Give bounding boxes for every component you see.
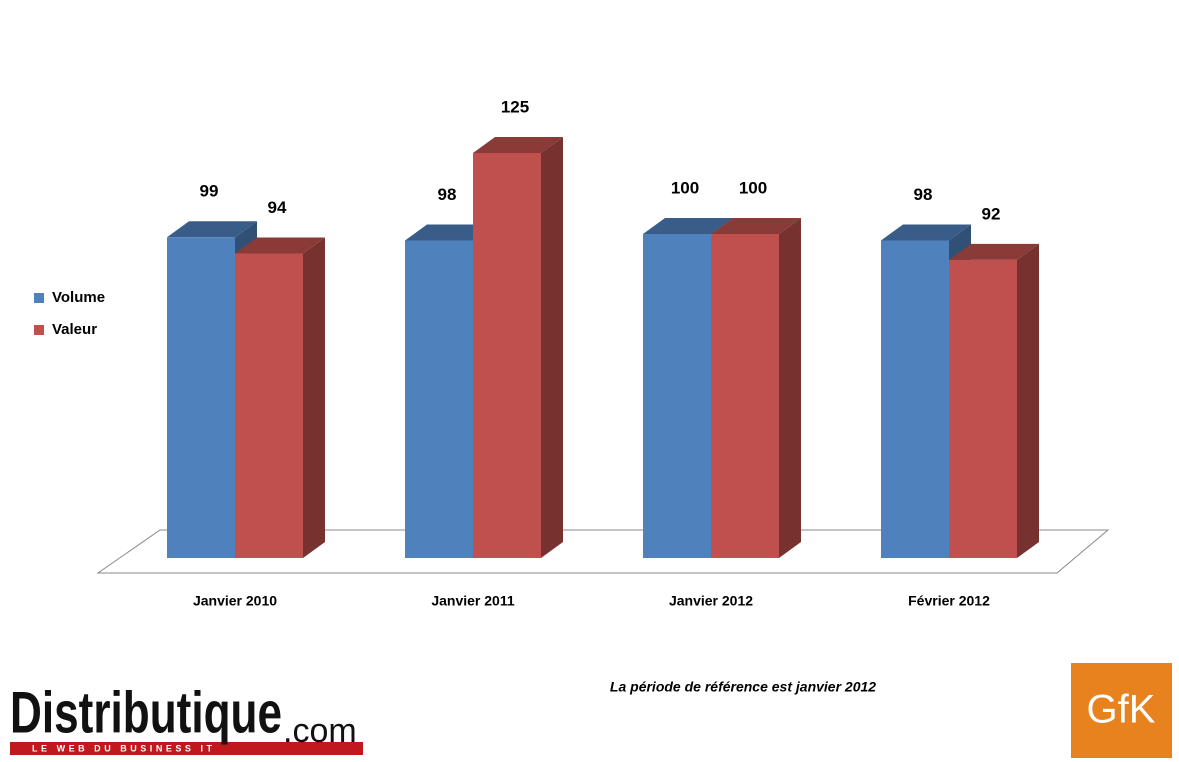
note: La période de référence est janvier 2012 xyxy=(610,679,876,695)
bar-front xyxy=(643,234,711,558)
bar xyxy=(711,218,801,558)
bar xyxy=(235,237,325,558)
floor xyxy=(96,529,1110,574)
x-tick-label: Janvier 2010 xyxy=(193,593,277,609)
value-label: 99 xyxy=(200,182,219,201)
bar-side xyxy=(1017,243,1039,559)
logo-left-suffix: .com xyxy=(283,712,357,750)
value-label: 98 xyxy=(438,185,457,204)
bar-top xyxy=(711,218,801,234)
bar-front xyxy=(473,153,541,558)
bar-front xyxy=(881,240,949,559)
bar-front xyxy=(235,253,303,558)
bar-top xyxy=(235,237,325,254)
value-label: 92 xyxy=(982,204,1001,223)
bar-top xyxy=(167,221,257,238)
x-tick-label: Janvier 2011 xyxy=(431,593,515,609)
bar-side xyxy=(779,218,801,558)
legend-swatch xyxy=(34,325,44,335)
logo-bar xyxy=(10,742,363,755)
bar-side xyxy=(303,237,325,558)
bar-front xyxy=(405,240,473,559)
bar-front xyxy=(711,234,779,558)
bar-top xyxy=(473,137,563,153)
logo-right: GfK xyxy=(1087,688,1156,732)
legend-label: Volume xyxy=(52,289,105,306)
value-label: 98 xyxy=(914,185,933,204)
legend-swatch xyxy=(34,293,44,303)
bar-side xyxy=(541,137,563,558)
bar xyxy=(473,137,563,558)
logo-tagline: LE WEB DU BUSINESS IT xyxy=(32,743,213,753)
legend-label: Valeur xyxy=(52,321,97,338)
bar-front xyxy=(949,259,1017,558)
value-label: 100 xyxy=(671,178,699,197)
value-label: 94 xyxy=(268,198,287,217)
bar-top xyxy=(949,243,1039,260)
bar-top xyxy=(643,218,733,234)
bar-top xyxy=(881,224,971,241)
x-tick-label: Janvier 2012 xyxy=(669,593,753,609)
bar-front xyxy=(167,237,235,559)
bar xyxy=(949,243,1039,559)
logo-right-box xyxy=(1071,663,1172,758)
logo-left: Distributique xyxy=(10,680,282,745)
bar-top xyxy=(405,224,495,241)
value-label: 125 xyxy=(501,97,529,116)
x-tick-label: Février 2012 xyxy=(908,593,990,609)
value-label: 100 xyxy=(739,178,767,197)
